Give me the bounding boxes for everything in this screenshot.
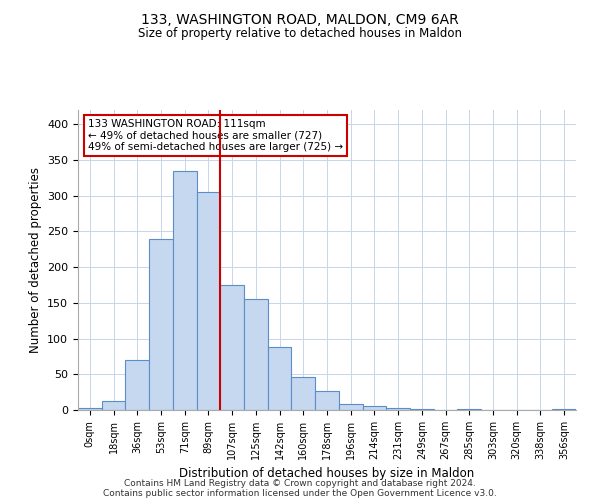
Text: 133, WASHINGTON ROAD, MALDON, CM9 6AR: 133, WASHINGTON ROAD, MALDON, CM9 6AR [141,12,459,26]
Bar [339,404,362,410]
Text: Contains public sector information licensed under the Open Government Licence v3: Contains public sector information licen… [103,488,497,498]
Bar [149,238,173,410]
Bar [197,192,220,410]
Bar [78,408,102,410]
Text: Contains HM Land Registry data © Crown copyright and database right 2024.: Contains HM Land Registry data © Crown c… [124,478,476,488]
Bar [125,360,149,410]
Y-axis label: Number of detached properties: Number of detached properties [29,167,41,353]
Bar [220,285,244,410]
Bar [102,400,125,410]
Bar [386,408,410,410]
Bar [244,300,268,410]
Bar [292,377,315,410]
Bar [268,347,292,410]
Bar [552,408,576,410]
Text: Size of property relative to detached houses in Maldon: Size of property relative to detached ho… [138,28,462,40]
Text: 133 WASHINGTON ROAD: 111sqm
← 49% of detached houses are smaller (727)
49% of se: 133 WASHINGTON ROAD: 111sqm ← 49% of det… [88,119,343,152]
Bar [362,406,386,410]
Bar [173,170,197,410]
Bar [315,390,339,410]
X-axis label: Distribution of detached houses by size in Maldon: Distribution of detached houses by size … [179,468,475,480]
